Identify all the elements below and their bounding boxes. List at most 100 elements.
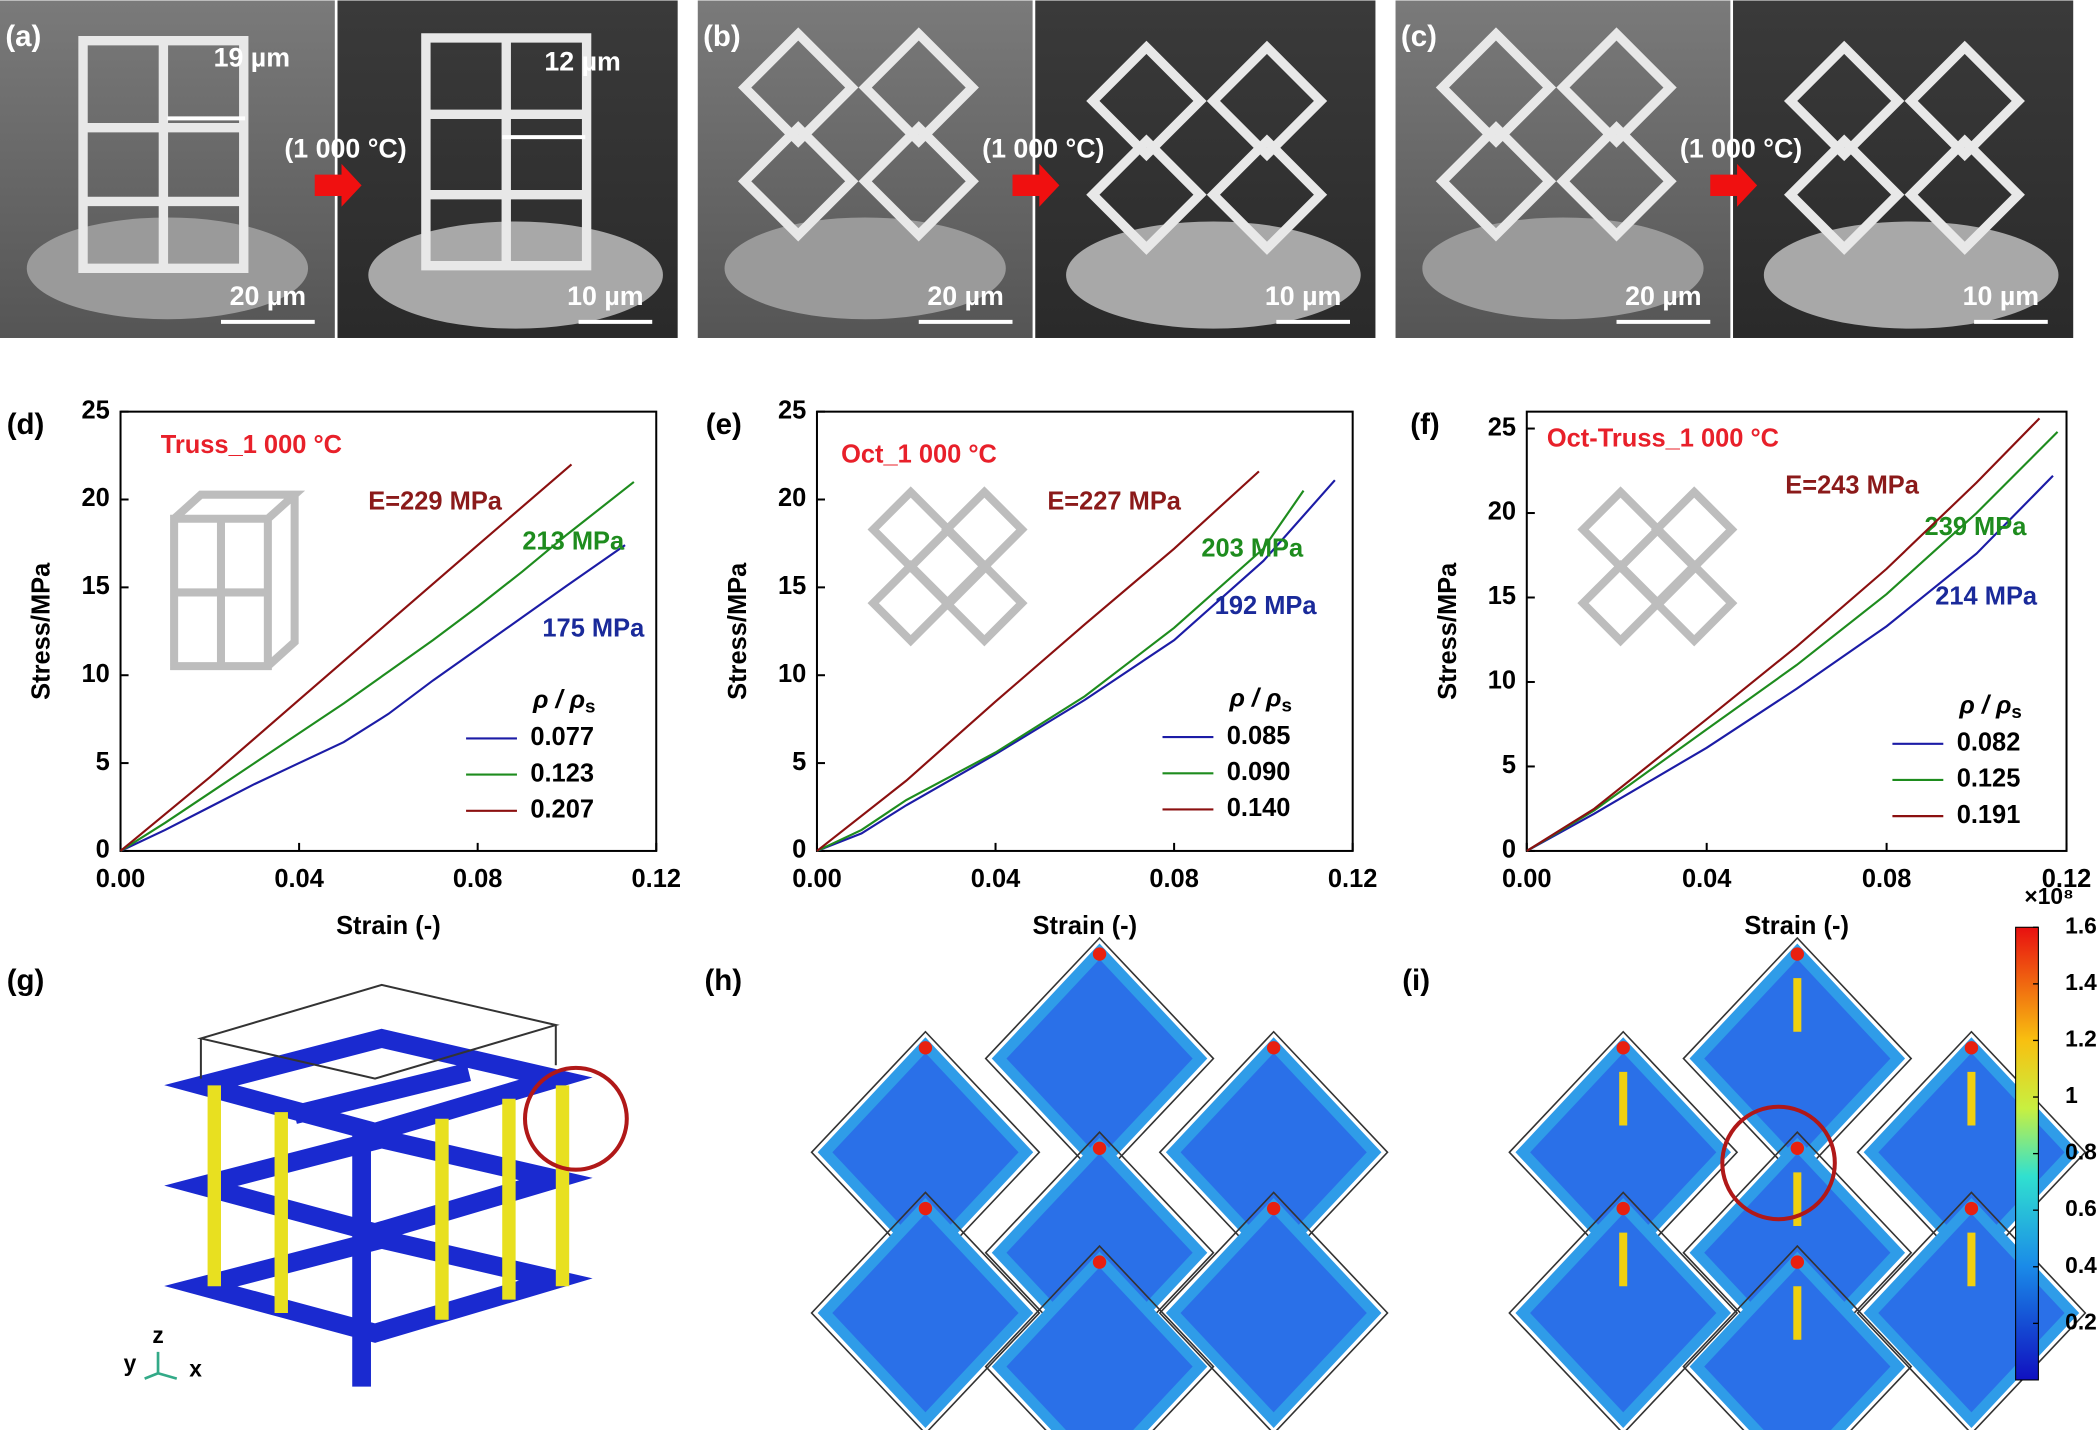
curve-annotation: 175 MPa [542,615,645,643]
stress-hotspot [918,1041,933,1055]
condition-label: (1 000 °C) [982,134,1104,164]
octahedron [1206,134,1328,255]
legend-title-subscript: s [2011,701,2021,722]
stress-hotspot [1266,1041,1281,1055]
colorbar-tick-label: 0.4 [2065,1252,2097,1278]
y-axis-label: Stress/MPa [28,562,56,700]
legend-title-subscript: s [585,696,595,717]
legend-label: 0.082 [1957,729,2021,757]
octahedron [1086,40,1207,162]
octahedron [1904,134,2025,255]
curve-annotation: E=243 MPa [1785,471,1919,499]
stress-hotspot [1092,1255,1107,1269]
pedestal [1422,217,1704,320]
x-tick-label: 0.12 [1328,865,1378,893]
octahedron [1556,121,1677,242]
highlight-circle [1720,1104,1837,1222]
series-line [119,463,573,852]
y-tick-label: 0 [1502,836,1516,864]
legend-label: 0.125 [1957,765,2021,793]
octahedron [1435,27,1557,148]
series-line [1526,417,2041,852]
y-tick-label: 10 [1488,667,1516,695]
x-tick-label: 0.04 [274,865,324,893]
x-tick-label: 0.00 [792,865,842,893]
stress-hotspot [918,1201,933,1216]
y-axis-label: Stress/MPa [724,562,752,700]
fea-wireframe [1682,1244,1913,1430]
inset-octahedron [1651,559,1738,647]
y-tick-label: 10 [778,660,806,688]
highlight-circle [522,1065,629,1172]
y-tick-label: 15 [778,572,806,600]
scale-label: 10 µm [1963,281,2039,311]
axis-y: y [124,1350,137,1376]
panel-label: (f) [1410,408,1439,441]
fea-octahedron [817,1198,1034,1428]
fea-model [810,936,1389,1430]
colorbar-tick-label: 1 [2065,1082,2078,1108]
inset-octahedron [941,486,1028,573]
legend-label: 0.191 [1957,801,2021,829]
lattice [1435,27,2025,255]
scale-label: 20 µm [927,281,1003,311]
inset-octahedron [1577,486,1664,573]
y-tick-label: 25 [1488,413,1516,441]
inset-struts [170,490,306,671]
curve-annotation: 214 MPa [1935,583,2038,611]
dimension-label: 12 µm [544,47,620,77]
fea-octahedron [1165,1198,1382,1428]
legend-title-main: ρ / ρ [532,686,585,714]
axis-x: x [189,1356,202,1382]
octahedron [738,27,859,148]
y-tick-label: 25 [778,396,806,424]
panel-label: (h) [704,964,742,997]
octahedron [1783,40,1905,162]
legend-label: 0.085 [1227,722,1291,750]
fea-wireframe [984,1244,1215,1430]
x-tick-label: 0.00 [96,865,146,893]
plot-frame [815,410,1354,852]
fea-wireframe [1158,1191,1389,1430]
series-line [816,479,1336,852]
legend-title: ρ / ρs [1958,691,2021,722]
y-tick-label: 0 [792,836,806,864]
panel-label: (i) [1402,964,1430,997]
colorbar-tick-label: 1.6 [2065,912,2097,938]
curve-annotation: 192 MPa [1215,592,1318,620]
inset-octahedron [941,559,1028,647]
x-tick-label: 0.00 [1502,865,1552,893]
octahedron [1206,40,1328,162]
condition-label: (1 000 °C) [284,134,406,164]
plot-frame [1525,410,2068,852]
series-line [119,481,635,852]
inset-lattice [170,490,306,671]
series-line [120,544,626,852]
octahedron [1086,134,1207,255]
panel-label: (d) [7,408,45,441]
legend-title: ρ / ρs [532,686,595,717]
series-line [816,490,1305,852]
stress-hotspot [1790,947,1805,961]
fea-model [1508,936,2087,1430]
colorbar-tick-label: 0.8 [2065,1139,2097,1165]
plot-frame [119,410,658,852]
struts [78,35,249,274]
chart-title: Truss_1 000 °C [161,431,342,459]
x-axis-label: Strain (-) [1033,912,1138,940]
x-axis-label: Strain (-) [336,912,441,940]
pedestal [1066,221,1361,329]
colorbar-tick-label: 1.2 [2065,1025,2097,1051]
panel-label: (a) [5,20,41,53]
octahedron [738,121,859,242]
fea-wireframe [1508,1191,1739,1430]
y-tick-label: 5 [792,748,806,776]
octahedron [1435,121,1557,242]
axis-z: z [152,1322,163,1348]
curve-annotation: 213 MPa [522,528,625,556]
panel-label: (e) [706,408,742,441]
inset-lattice [1577,486,1738,647]
y-tick-label: 0 [96,836,110,864]
legend-label: 0.140 [1227,794,1291,822]
